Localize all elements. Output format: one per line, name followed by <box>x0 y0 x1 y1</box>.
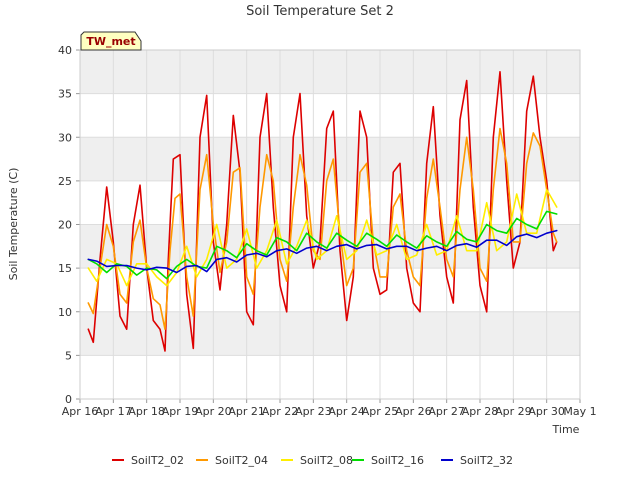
series-line-soilt2-32 <box>87 229 558 274</box>
legend-label: SoilT2_02 <box>131 454 184 467</box>
x-tick-label: Apr 29 <box>495 405 532 418</box>
legend-entry: SoilT2_16 <box>352 454 424 467</box>
y-tick-label: 10 <box>58 306 72 319</box>
x-tick-label: Apr 27 <box>428 405 465 418</box>
grid-band <box>80 50 580 94</box>
series-line-soilt2-08 <box>87 188 558 287</box>
legend-label: SoilT2_32 <box>460 454 513 467</box>
x-tick-label: Apr 19 <box>162 405 199 418</box>
grid-band <box>80 224 580 269</box>
x-tick-label: Apr 28 <box>462 405 499 418</box>
legend-entry: SoilT2_32 <box>441 454 513 467</box>
x-tick-label: May 1 <box>563 405 596 418</box>
series-line-soilt2-02 <box>87 71 558 352</box>
x-tick-label: Apr 23 <box>295 405 332 418</box>
y-tick-label: 35 <box>58 88 72 101</box>
legend-label: SoilT2_16 <box>371 454 424 467</box>
x-tick-label: Apr 30 <box>528 405 565 418</box>
y-tick-label: 5 <box>65 349 72 362</box>
y-tick-label: 15 <box>58 262 72 275</box>
y-tick-label: 40 <box>58 44 72 57</box>
x-tick-label: Apr 24 <box>328 405 365 418</box>
annotation-label: TW_met <box>86 35 135 48</box>
x-tick-label: Apr 17 <box>95 405 132 418</box>
x-tick-label: Apr 18 <box>128 405 165 418</box>
x-axis-label: Time <box>552 423 580 436</box>
y-tick-label: 30 <box>58 131 72 144</box>
legend-entry: SoilT2_04 <box>196 454 268 467</box>
y-tick-label: 20 <box>58 219 72 232</box>
x-tick-label: Apr 21 <box>228 405 265 418</box>
x-tick-label: Apr 16 <box>62 405 99 418</box>
y-axis-label: Soil Temperature (C) <box>7 168 20 281</box>
chart-title: Soil Temperature Set 2 <box>246 4 394 19</box>
x-tick-label: Apr 25 <box>362 405 399 418</box>
grid-band <box>80 311 580 356</box>
legend-entry: SoilT2_02 <box>112 454 184 467</box>
x-tick-label: Apr 20 <box>195 405 232 418</box>
legend-entry: SoilT2_08 <box>281 454 353 467</box>
series-line-soilt2-16 <box>87 210 558 280</box>
y-tick-label: 25 <box>58 175 72 188</box>
annotation-box <box>80 31 142 51</box>
annotation-badge: TW_met <box>80 31 142 51</box>
y-tick-label: 0 <box>65 393 72 406</box>
plot-frame <box>79 49 581 400</box>
legend-label: SoilT2_08 <box>300 454 353 467</box>
x-tick-label: Apr 26 <box>395 405 432 418</box>
x-tick-label: Apr 22 <box>262 405 299 418</box>
series-line-soilt2-04 <box>87 127 558 331</box>
legend-label: SoilT2_04 <box>215 454 268 467</box>
